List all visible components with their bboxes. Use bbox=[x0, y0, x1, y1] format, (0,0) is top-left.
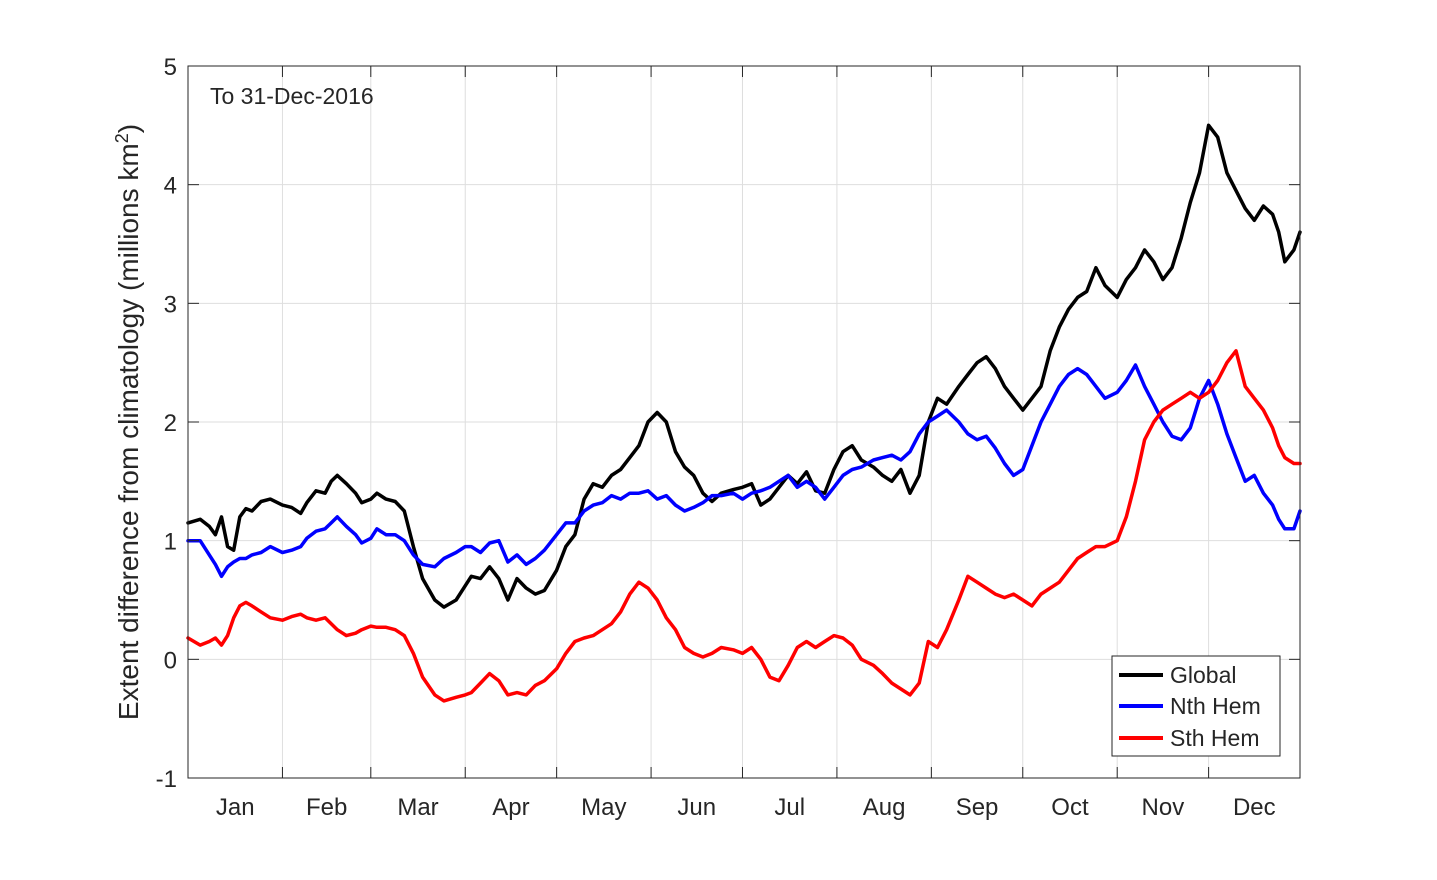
series-lines bbox=[186, 123, 1302, 703]
series-line-global bbox=[186, 123, 1302, 609]
y-tick-label: 1 bbox=[164, 529, 177, 556]
y-tick-label: 4 bbox=[164, 173, 177, 200]
x-tick-label: Jan bbox=[216, 794, 255, 821]
y-tick-label: 5 bbox=[164, 54, 177, 81]
legend: Global Nth Hem Sth Hem bbox=[1111, 655, 1281, 757]
x-tick-label: Dec bbox=[1233, 794, 1276, 821]
x-tick-label: Jun bbox=[677, 794, 716, 821]
legend-label-global: Global bbox=[1170, 662, 1236, 688]
x-tick-label: Nov bbox=[1142, 794, 1185, 821]
x-tick-label: Mar bbox=[397, 794, 438, 821]
y-axis-ticks: -1 0 1 2 3 4 5 bbox=[156, 54, 1300, 793]
x-tick-label: Aug bbox=[863, 794, 906, 821]
grid bbox=[187, 65, 1301, 779]
y-tick-label: 2 bbox=[164, 410, 177, 437]
x-tick-label: Feb bbox=[306, 794, 347, 821]
date-annotation: To 31-Dec-2016 bbox=[210, 83, 374, 109]
x-tick-label: Apr bbox=[492, 794, 529, 821]
x-tick-label: Jul bbox=[774, 794, 805, 821]
legend-label-sth-hem: Sth Hem bbox=[1170, 725, 1259, 751]
x-tick-label: Oct bbox=[1051, 794, 1089, 821]
series-line-sth-hem bbox=[186, 349, 1302, 703]
x-tick-label: May bbox=[581, 794, 626, 821]
y-tick-label: 0 bbox=[164, 647, 177, 674]
y-tick-label: -1 bbox=[156, 766, 177, 793]
legend-label-nth-hem: Nth Hem bbox=[1170, 693, 1261, 719]
series-line-nth-hem bbox=[186, 363, 1302, 579]
y-tick-label: 3 bbox=[164, 291, 177, 318]
x-axis-ticks: Jan Feb Mar Apr May Jun Jul Aug Sep Oct Nov Dec bbox=[187, 66, 1301, 821]
y-axis-title: Extent difference from climatology (mill… bbox=[112, 124, 144, 720]
x-tick-label: Sep bbox=[956, 794, 999, 821]
